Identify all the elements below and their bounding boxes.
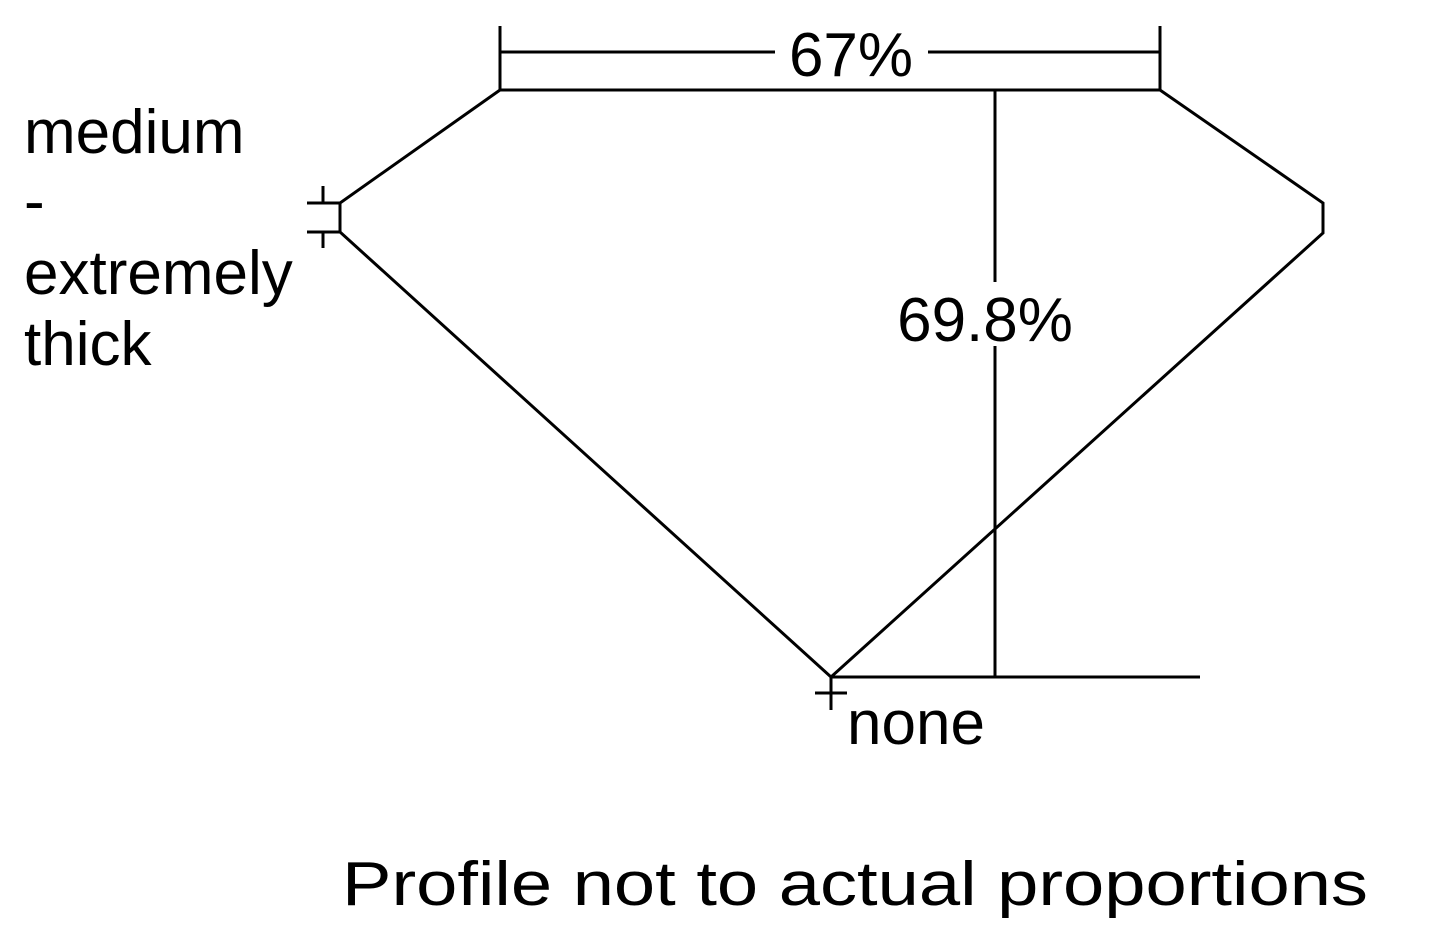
girdle-marker [307,186,340,248]
girdle-label-line-1: medium [24,98,245,167]
caption: Profile not to actual proportions [342,850,1368,919]
culet-marker [815,677,847,710]
table-percent-label: 67% [789,21,913,90]
depth-percent-label: 69.8% [897,286,1073,355]
diamond-outline [338,88,1325,680]
girdle-label-line-3: extremely [24,239,293,308]
culet-label: none [847,689,985,758]
girdle-label-line-2: - [24,167,45,236]
girdle-label-line-4: thick [24,310,152,379]
